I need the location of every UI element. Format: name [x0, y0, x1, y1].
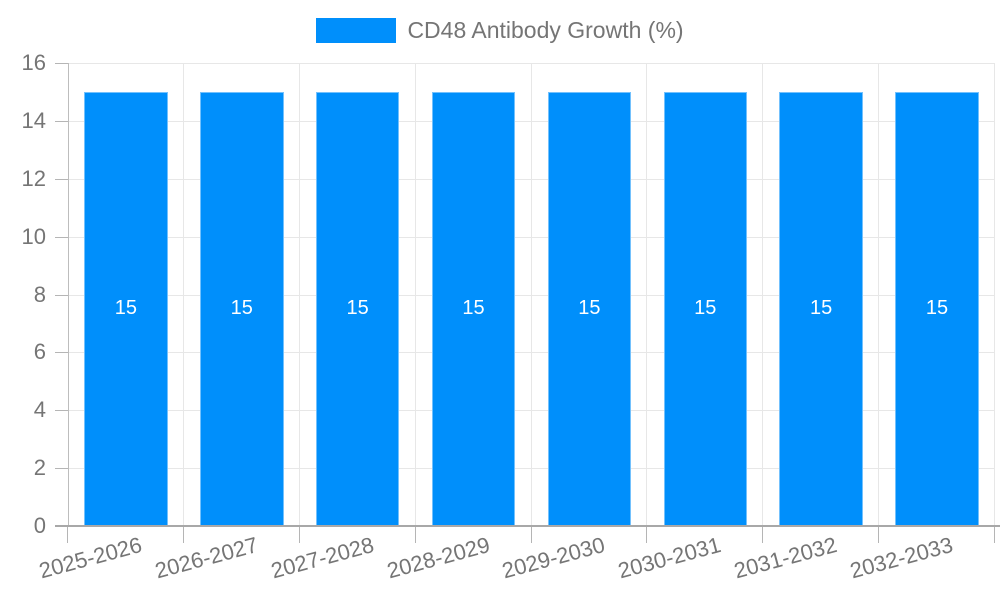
gridline-x-2 — [298, 63, 300, 526]
x-axis-tick-1 — [182, 527, 184, 543]
y-axis-label-12: 12 — [21, 165, 46, 191]
bar-value-label: 15 — [346, 297, 369, 320]
bar-slot-2026-2027: 15 — [184, 63, 300, 526]
gridline-x-7 — [878, 63, 880, 526]
y-axis-tick-14 — [55, 120, 68, 122]
bar-2025-2026[interactable]: 15 — [84, 91, 168, 526]
bar-2027-2028[interactable]: 15 — [315, 91, 400, 526]
bar-value-label: 15 — [810, 297, 833, 320]
y-axis-tick-2 — [55, 468, 68, 470]
bar-2030-2031[interactable]: 15 — [663, 91, 748, 526]
gridline-y-12 — [68, 178, 995, 180]
plot-area: 15 15 15 15 15 15 15 15 — [68, 63, 995, 526]
bar-2031-2032[interactable]: 15 — [779, 91, 863, 526]
gridline-y-4 — [68, 410, 995, 412]
gridline-x-3 — [414, 63, 416, 526]
bar-slot-2028-2029: 15 — [416, 63, 532, 526]
bar-2026-2027[interactable]: 15 — [200, 91, 284, 526]
legend-label: CD48 Antibody Growth (%) — [407, 17, 684, 43]
y-axis-label-16: 16 — [21, 50, 46, 75]
legend-item-cd48[interactable]: CD48 Antibody Growth (%) — [316, 17, 684, 44]
y-axis-label-10: 10 — [21, 223, 46, 249]
bar-slot-2025-2026: 15 — [68, 63, 184, 526]
legend-swatch — [316, 18, 397, 43]
y-axis-tick-8 — [55, 294, 68, 296]
bar-value-label: 15 — [230, 297, 253, 320]
y-axis-line — [68, 63, 69, 527]
bar-value-label: 15 — [462, 297, 485, 320]
gridline-x-4 — [530, 63, 532, 526]
gridline-y-6 — [68, 352, 995, 354]
gridline-y-14 — [68, 120, 995, 122]
x-axis-tick-0 — [67, 527, 68, 543]
y-axis-tick-10 — [55, 236, 68, 238]
y-axis-label-2: 2 — [33, 455, 46, 481]
bar-slot-2029-2030: 15 — [532, 63, 648, 526]
bar-value-label: 15 — [925, 297, 949, 320]
gridline-x-8 — [994, 63, 995, 526]
bar-value-label: 15 — [114, 297, 138, 320]
gridline-y-8 — [68, 294, 995, 296]
x-axis-tick-2 — [298, 527, 300, 543]
x-axis-tick-6 — [762, 527, 764, 543]
x-axis-tick-3 — [414, 527, 416, 543]
y-axis-tick-16 — [55, 63, 68, 64]
legend: CD48 Antibody Growth (%) — [0, 17, 1000, 44]
bar-2028-2029[interactable]: 15 — [431, 91, 516, 526]
gridline-y-16 — [68, 63, 995, 64]
gridline-x-5 — [646, 63, 648, 526]
y-axis-label-4: 4 — [33, 397, 46, 423]
y-axis-label-6: 6 — [33, 339, 46, 365]
y-axis-label-14: 14 — [21, 107, 46, 133]
bar-2032-2033[interactable]: 15 — [895, 91, 979, 526]
gridline-x-6 — [762, 63, 764, 526]
x-axis-line — [55, 525, 1000, 527]
gridline-y-10 — [68, 236, 995, 238]
x-axis-tick-4 — [530, 527, 532, 543]
bar-value-label: 15 — [694, 297, 717, 320]
bar-slot-2031-2032: 15 — [763, 63, 879, 526]
bar-value-label: 15 — [578, 297, 601, 320]
y-axis-tick-4 — [55, 410, 68, 412]
y-axis-label-8: 8 — [33, 281, 46, 307]
y-axis-label-0: 0 — [33, 513, 46, 538]
x-axis-tick-7 — [878, 527, 880, 543]
bar-2029-2030[interactable]: 15 — [547, 91, 632, 526]
bar-slot-2027-2028: 15 — [300, 63, 416, 526]
gridline-y-2 — [68, 468, 995, 470]
y-axis-tick-6 — [55, 352, 68, 354]
bar-slot-2030-2031: 15 — [647, 63, 763, 526]
x-axis-tick-5 — [646, 527, 648, 543]
gridline-x-1 — [182, 63, 184, 526]
y-axis-tick-12 — [55, 178, 68, 180]
bar-slot-2032-2033: 15 — [879, 63, 995, 526]
x-axis-tick-8 — [994, 527, 995, 543]
